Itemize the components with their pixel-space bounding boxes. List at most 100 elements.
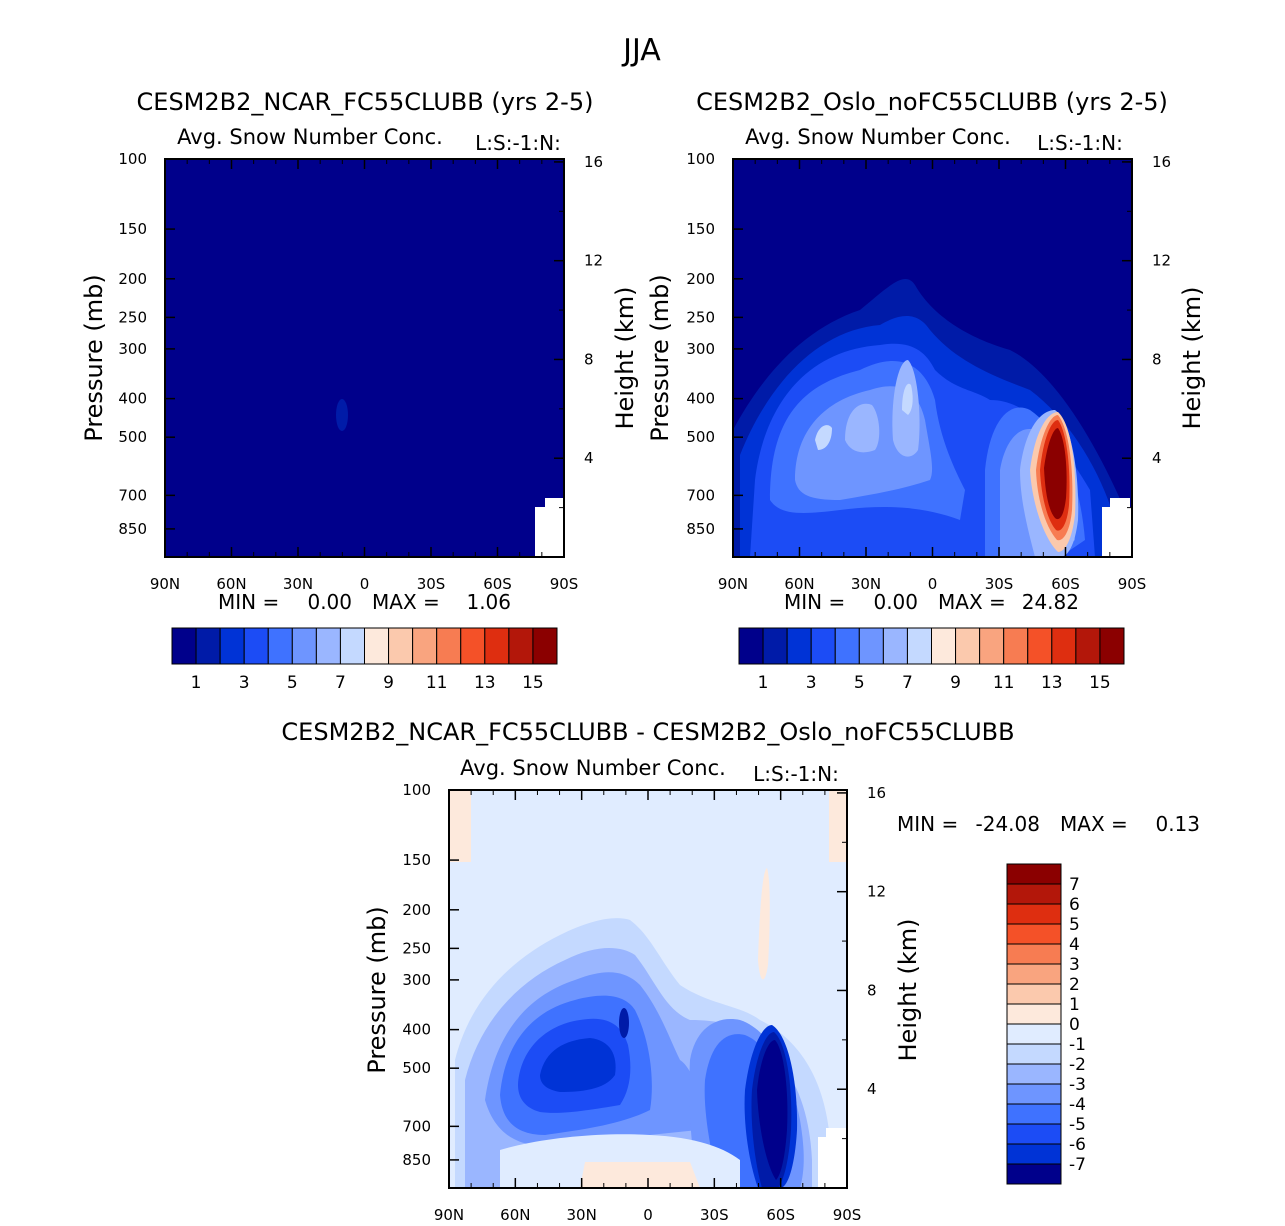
colorbar-box [1006,1143,1062,1165]
y2-tick-label: 8 [1152,350,1162,368]
x-tick-label: 0 [643,1206,653,1224]
colorbar-box [339,627,365,665]
y2-tick-label: 12 [867,883,886,901]
y-tick-label: 250 [118,308,147,326]
y-tick-label: 150 [686,220,715,238]
y-tick-label: 200 [118,270,147,288]
panel-oslo-axes: 90N 60N 30N 0 30S 60S 90S 100 150 200 250 300 400 500… [686,150,1171,593]
colorbar-box [1006,1023,1062,1045]
diff-max-label: MAX = [1060,812,1128,836]
colorbar-box [532,627,558,665]
colorbar-label: -4 [1069,1095,1086,1115]
colorbar-box [979,627,1005,665]
panel-oslo-title: CESM2B2_Oslo_noFC55CLUBB (yrs 2-5) [696,88,1168,116]
y2-tick-label: 12 [584,252,603,270]
ncar-max-value: 1.06 [466,590,511,614]
colorbar-box [1099,627,1125,665]
colorbar-label: 3 [806,673,817,693]
x-tick-label: 90S [833,1206,862,1224]
x-tick-label: 30N [567,1206,597,1224]
colorbar-box [1006,1063,1062,1085]
colorbar-box [858,627,884,665]
colorbar-label: 1 [191,673,202,693]
colorbar-label: -3 [1069,1075,1086,1095]
y-tick-label: 150 [402,851,431,869]
colorbar-box [1006,883,1062,905]
colorbar-label: 11 [426,673,448,693]
oslo-peak-core [1044,428,1067,520]
x-tick-label: 0 [928,575,938,593]
y-tick-label: 700 [118,486,147,504]
x-tick-label: 60S [1051,575,1080,593]
panel-diff-axes: 90N 60N 30N 0 30S 60S 90S 100 150 200 250 300 400 500… [402,781,886,1224]
colorbar-label: 15 [1089,673,1111,693]
x-tick-label: 60N [784,575,814,593]
oslo-max-label: MAX = [938,590,1006,614]
y-tick-label: 850 [118,520,147,538]
y2-tick-label: 16 [584,153,603,171]
x-tick-label: 90S [550,575,579,593]
x-tick-label: 90N [150,575,180,593]
colorbar-label: 9 [950,673,961,693]
ncar-background-field [165,159,564,557]
y-tick-label: 700 [402,1117,431,1135]
x-tick-label: 90S [1118,575,1147,593]
y-tick-label: 500 [402,1059,431,1077]
colorbar-box [1006,923,1062,945]
colorbar-label: -6 [1069,1135,1086,1155]
colorbar-box [1075,627,1101,665]
y-tick-label: 400 [118,390,147,408]
colorbar-box [762,627,788,665]
diff-level-min [757,1040,788,1180]
colorbar-box [219,627,245,665]
colorbar-label: 5 [854,673,865,693]
colorbar-label: 7 [335,673,346,693]
colorbar-box [906,627,932,665]
colorbar-label: 15 [522,673,544,693]
ncar-missing-data [535,507,564,557]
colorbar-label: 4 [1069,935,1080,955]
y-tick-label: 700 [686,486,715,504]
panel-oslo-colorbar: 1 3 5 7 9 11 13 15 [738,627,1125,693]
panel-ncar-colorbar: 1 3 5 7 9 11 13 15 [171,627,558,693]
diff-max-value: 0.13 [1155,812,1200,836]
y-tick-label: 200 [402,901,431,919]
colorbar-box [484,627,510,665]
colorbar-box [1006,1043,1062,1065]
panel-ncar-title: CESM2B2_NCAR_FC55CLUBB (yrs 2-5) [137,88,594,116]
colorbar-box [738,627,764,665]
colorbar-box [1006,1163,1062,1185]
x-tick-label: 30S [700,1206,729,1224]
colorbar-box [508,627,534,665]
colorbar-label: 1 [758,673,769,693]
colorbar-label: 6 [1069,895,1080,915]
colorbar-label: 5 [1069,915,1080,935]
panel-diff-ylabel: Pressure (mb) [363,906,391,1073]
colorbar-box [810,627,836,665]
oslo-level-7a [815,425,832,450]
colorbar-box [1006,983,1062,1005]
x-tick-label: 60N [500,1206,530,1224]
colorbar-box [364,627,390,665]
y-tick-label: 500 [118,428,147,446]
y2-tick-label: 4 [584,449,594,467]
diff-positive-ne [829,790,847,862]
panel-oslo-units: L:S:-1:N: [1037,131,1123,155]
x-tick-label: 0 [360,575,370,593]
x-tick-label: 30N [283,575,313,593]
panel-oslo-ylabel: Pressure (mb) [646,274,674,441]
oslo-max-value: 24.82 [1022,590,1079,614]
panel-ncar-y2label: Height (km) [611,287,639,430]
y2-tick-label: 12 [1152,252,1171,270]
panel-diff-subtitle: Avg. Snow Number Conc. [460,756,726,780]
y2-tick-label: 8 [584,350,594,368]
oslo-level-6a [845,403,880,453]
diff-positive-nw [449,790,471,862]
colorbar-label: 3 [239,673,250,693]
colorbar-label: 3 [1069,955,1080,975]
colorbar-box [1027,627,1053,665]
panel-ncar-axes: 90N 60N 30N 0 30S 60S 90S 100 150 200 250 300 400 500… [118,150,603,593]
x-tick-label: 90N [434,1206,464,1224]
colorbar-label: 9 [383,673,394,693]
colorbar-box [267,627,293,665]
